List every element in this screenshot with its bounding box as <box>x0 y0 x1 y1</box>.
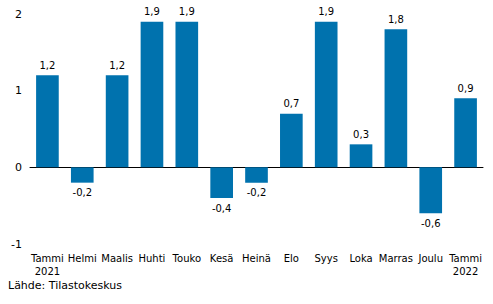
svg-text:1: 1 <box>15 84 22 97</box>
svg-text:1,9: 1,9 <box>144 6 160 17</box>
svg-text:Loka: Loka <box>349 253 372 264</box>
svg-text:Tammi: Tammi <box>30 253 64 264</box>
svg-text:2: 2 <box>15 8 22 21</box>
svg-text:Joulu: Joulu <box>417 253 443 264</box>
svg-text:Heinä: Heinä <box>242 253 271 264</box>
svg-text:-0,4: -0,4 <box>212 203 232 214</box>
svg-text:Kesä: Kesä <box>210 253 234 264</box>
svg-text:Touko: Touko <box>172 253 201 264</box>
svg-text:0: 0 <box>15 161 22 174</box>
svg-text:0,9: 0,9 <box>458 83 474 94</box>
svg-text:-0,6: -0,6 <box>421 218 441 229</box>
svg-text:0,3: 0,3 <box>353 129 369 140</box>
svg-text:Helmi: Helmi <box>68 253 97 264</box>
svg-text:1,2: 1,2 <box>109 60 125 71</box>
svg-text:-1: -1 <box>11 238 22 251</box>
svg-text:1,9: 1,9 <box>179 6 195 17</box>
svg-text:Maalis: Maalis <box>101 253 133 264</box>
svg-text:1,2: 1,2 <box>39 60 55 71</box>
svg-text:-0,2: -0,2 <box>73 187 93 198</box>
svg-text:Tammi: Tammi <box>448 253 482 264</box>
svg-text:2022: 2022 <box>453 266 478 277</box>
svg-text:Huhti: Huhti <box>139 253 166 264</box>
svg-text:1,8: 1,8 <box>388 14 404 25</box>
svg-text:2021: 2021 <box>35 266 60 277</box>
svg-text:-0,2: -0,2 <box>247 187 267 198</box>
svg-text:0,7: 0,7 <box>283 98 299 109</box>
svg-text:1,9: 1,9 <box>318 6 334 17</box>
svg-text:Syys: Syys <box>314 253 337 264</box>
svg-text:Elo: Elo <box>284 253 299 264</box>
svg-text:Lähde: Tilastokeskus: Lähde: Tilastokeskus <box>8 279 122 292</box>
svg-text:Marras: Marras <box>379 253 413 264</box>
